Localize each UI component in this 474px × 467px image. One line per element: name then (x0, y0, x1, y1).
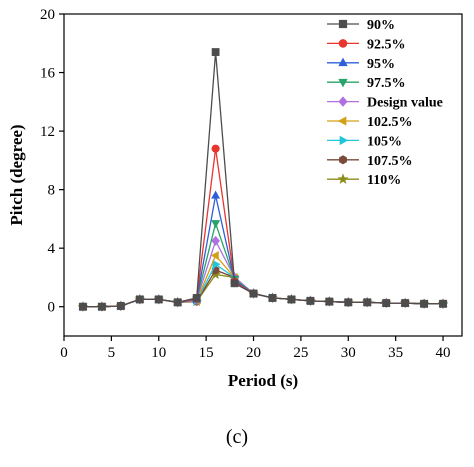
legend-marker (338, 78, 348, 88)
x-tick-label: 40 (436, 345, 451, 361)
x-axis-title: Period (s) (228, 371, 298, 390)
series-4 (78, 220, 448, 312)
data-point (211, 220, 221, 229)
y-tick-label: 4 (48, 241, 56, 257)
legend-label: 97.5% (367, 76, 406, 91)
data-point (211, 190, 221, 199)
legend-item-9: 110% (327, 173, 401, 188)
legend-marker (339, 155, 347, 165)
data-point (211, 48, 220, 56)
data-point (439, 299, 447, 308)
series-2 (78, 144, 448, 311)
legend-item-6: 102.5% (327, 115, 413, 130)
legend-item-1: 90% (327, 18, 395, 33)
x-tick-label: 25 (293, 345, 308, 361)
data-point (249, 289, 258, 298)
y-tick-label: 8 (48, 183, 56, 199)
x-tick-label: 5 (108, 345, 116, 361)
y-ticks: 0 4 8 12 16 20 (40, 7, 64, 316)
series-3 (78, 190, 448, 310)
x-tick-label: 15 (199, 345, 214, 361)
legend-label: 92.5% (367, 37, 406, 52)
data-point (98, 302, 106, 311)
y-tick-label: 20 (40, 7, 55, 23)
data-point (116, 302, 125, 310)
legend-label: 107.5% (367, 154, 413, 169)
series-5 (78, 235, 448, 312)
data-point (173, 298, 182, 307)
data-point (211, 235, 220, 246)
data-point (363, 298, 372, 307)
legend-item-7: 105% (327, 134, 402, 149)
data-point (287, 295, 296, 304)
x-ticks: 0 5 10 15 20 25 30 35 40 (60, 336, 451, 361)
legend-label: 110% (367, 173, 401, 188)
data-point (192, 294, 201, 302)
y-tick-label: 12 (40, 124, 55, 140)
series-8 (79, 265, 447, 312)
x-tick-label: 35 (388, 345, 403, 361)
legend-item-4: 97.5% (327, 76, 406, 91)
legend-marker (338, 96, 348, 107)
legend-item-3: 95% (327, 57, 395, 72)
legend-label: Design value (367, 96, 443, 111)
series-9 (77, 268, 449, 312)
legend-label: 105% (367, 134, 402, 149)
axes-frame (63, 13, 463, 337)
x-tick-label: 10 (151, 345, 166, 361)
data-point (212, 259, 221, 269)
y-tick-label: 16 (40, 66, 56, 82)
data-point (401, 299, 410, 307)
data-point (382, 299, 391, 307)
x-tick-label: 30 (341, 345, 356, 361)
data-point (230, 279, 239, 288)
legend-item-2: 92.5% (327, 37, 406, 52)
legend-marker (338, 39, 348, 48)
data-point (211, 144, 220, 153)
legend-item-5: Design value (327, 96, 443, 111)
data-point (135, 295, 144, 304)
data-point (210, 251, 219, 260)
series-1 (79, 48, 447, 311)
y-axis-title: Pitch (degree) (7, 124, 26, 225)
data-point (325, 297, 334, 306)
plot-series (77, 48, 449, 312)
legend-marker (338, 57, 348, 67)
legend-marker (338, 19, 348, 29)
data-point (306, 296, 315, 305)
legend-marker (339, 135, 349, 146)
figure-caption: (c) (225, 426, 249, 448)
legend-item-8: 107.5% (327, 154, 413, 169)
legend-marker (337, 173, 349, 184)
legend-label: 90% (367, 18, 395, 33)
legend: 90% 92.5% 95% 97.5% Design value 102.5% 105% 10… (327, 18, 443, 188)
legend-label: 102.5% (367, 115, 413, 130)
data-point (268, 294, 277, 302)
y-tick-label: 0 (48, 300, 56, 316)
data-point (344, 298, 353, 307)
data-point (154, 295, 163, 304)
data-point (420, 299, 428, 308)
series-line (83, 195, 443, 308)
series-line (83, 221, 443, 308)
pitch-chart: 0 5 10 15 20 25 30 35 40 0 4 8 12 16 20 Period (s) Pi… (7, 7, 463, 390)
legend-marker (337, 116, 347, 126)
x-tick-label: 20 (246, 345, 261, 361)
x-tick-label: 0 (60, 345, 68, 361)
legend-label: 95% (367, 57, 395, 72)
plot-frame (63, 13, 463, 337)
data-point (79, 302, 87, 311)
